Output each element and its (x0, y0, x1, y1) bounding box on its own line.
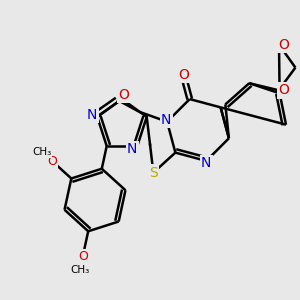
Text: O: O (279, 38, 289, 52)
Text: S: S (149, 166, 158, 180)
Text: N: N (127, 142, 137, 156)
Text: CH₃: CH₃ (32, 147, 51, 157)
Text: N: N (161, 113, 171, 127)
Text: N: N (87, 108, 98, 122)
Text: CH₃: CH₃ (70, 266, 89, 275)
Text: O: O (78, 250, 88, 263)
Text: O: O (47, 154, 57, 167)
Text: O: O (178, 68, 190, 82)
Text: O: O (278, 83, 289, 97)
Text: O: O (118, 88, 129, 102)
Text: N: N (201, 156, 211, 170)
